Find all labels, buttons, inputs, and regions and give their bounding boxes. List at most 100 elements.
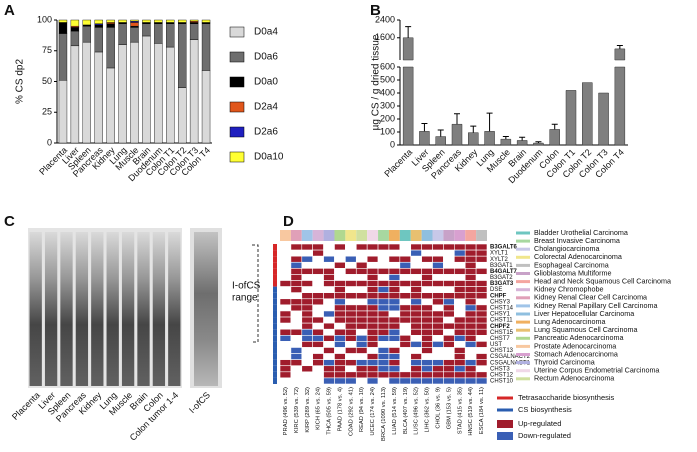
heatmap-cell: [399, 341, 412, 348]
bar-segment: [177, 87, 187, 144]
heatmap-cell: [454, 261, 466, 269]
heatmap-cell: [454, 377, 466, 385]
heatmap-cell: [432, 286, 444, 293]
heatmap-cell: [290, 310, 303, 318]
pathway-bar: [273, 256, 277, 263]
heatmap-cell: [312, 292, 324, 300]
heatmap-cell: [279, 353, 292, 360]
heatmap-cell: [388, 274, 401, 281]
column-label: ESCA (184 vs. 11): [479, 387, 485, 434]
cancer-strip: [323, 230, 335, 241]
heatmap-cell: [334, 261, 346, 269]
column-label: BRCA (1090 vs. 113): [381, 387, 387, 441]
range-bracket: [252, 244, 259, 343]
heatmap-cell: [355, 298, 368, 306]
heatmap-cell: [334, 268, 346, 275]
heatmap-cell: [475, 292, 488, 300]
bar-segment: [177, 23, 187, 88]
heatmap-cell: [301, 286, 313, 293]
error-bar: [616, 45, 623, 49]
heatmap-cell: [443, 347, 455, 354]
heatmap-cell: [443, 371, 455, 379]
bar-segment: [166, 19, 175, 23]
heatmap-cell: [454, 353, 466, 360]
bar-segment: [130, 27, 139, 43]
heatmap-cell: [279, 328, 292, 336]
heatmap-cell: [355, 341, 368, 348]
heatmap-cell: [464, 377, 477, 385]
heatmap-cell: [388, 268, 401, 275]
pathway-bar: [273, 292, 277, 299]
heatmap-cell: [290, 286, 303, 293]
heatmap-cell: [366, 286, 379, 293]
heatmap-cell: [323, 365, 335, 373]
heatmap-cell: [290, 353, 303, 360]
bar-segment: [118, 44, 127, 144]
pathway-bar: [273, 329, 277, 336]
pathway-bar: [273, 280, 277, 287]
bar-segment: [70, 30, 80, 47]
heatmap-cell: [323, 274, 335, 281]
heatmap-cell: [345, 292, 357, 300]
heatmap-cell: [334, 322, 346, 330]
heatmap-cell: [421, 359, 433, 367]
heatmap-cell: [475, 341, 488, 348]
bar-segment: [201, 23, 211, 71]
heatmap-cell: [301, 274, 313, 281]
heatmap-cell: [290, 274, 303, 281]
heatmap-cell: [410, 341, 422, 348]
pathway-bar: [273, 286, 277, 293]
heatmap-cell: [290, 359, 303, 367]
heatmap-cell: [323, 353, 335, 360]
pathway-bar: [273, 371, 277, 378]
panel-label: B: [370, 2, 381, 19]
heatmap-cell: [377, 359, 390, 367]
heatmap-cell: [399, 316, 412, 324]
bar: [468, 132, 479, 146]
gene-label: B3GAT1: [490, 263, 513, 269]
heatmap-cell: [312, 335, 324, 342]
heatmap-cell: [432, 298, 444, 306]
heatmap-cell: [366, 365, 379, 373]
heatmap-cell: [345, 359, 357, 367]
heatmap-cell: [301, 255, 313, 263]
heatmap-cell: [345, 298, 357, 306]
heatmap-cell: [345, 255, 357, 263]
heatmap-cell: [454, 274, 466, 281]
bar-segment: [189, 39, 199, 144]
heatmap-cell: [345, 310, 357, 318]
heatmap-cell: [388, 286, 401, 293]
heatmap-cell: [355, 335, 368, 342]
gene-label: CHPF: [490, 293, 507, 299]
heatmap-cell: [345, 335, 357, 342]
heatmap-cell: [377, 292, 390, 300]
heatmap-cell: [301, 243, 313, 251]
bar-segment: [154, 43, 163, 144]
heatmap-cell: [399, 261, 412, 269]
heatmap-cell: [421, 243, 433, 251]
heatmap-cell: [312, 298, 324, 306]
heatmap-cell: [377, 335, 390, 342]
pathway-bar: [273, 341, 277, 348]
heatmap-cell: [475, 304, 488, 312]
error-bar: [502, 136, 509, 140]
y-tick-label: 100: [37, 14, 52, 24]
cancer-legend-label: Kidney Renal Clear Cell Carcinoma: [534, 293, 647, 302]
heatmap-cell: [464, 280, 477, 287]
heatmap-cell: [432, 243, 444, 251]
bar-segment: [94, 24, 103, 28]
heatmap-cell: [334, 286, 346, 293]
heatmap-cell: [345, 377, 357, 385]
heatmap-cell: [345, 353, 357, 360]
heatmap-cell: [334, 310, 346, 318]
heatmap-cell: [432, 365, 444, 373]
heatmap-cell: [290, 261, 303, 269]
heatmap-cell: [355, 371, 368, 379]
heatmap-cell: [323, 255, 335, 263]
heatmap-cell: [454, 359, 466, 367]
heatmap-cell: [312, 304, 324, 312]
heatmap-cell: [399, 280, 412, 287]
heatmap-cell: [355, 365, 368, 373]
heatmap-cell: [345, 347, 357, 354]
heatmap-cell: [388, 280, 401, 287]
